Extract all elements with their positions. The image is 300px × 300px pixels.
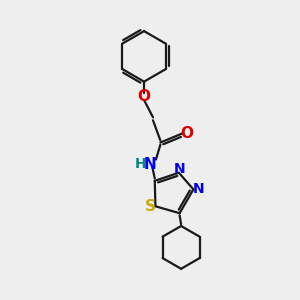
Text: N: N — [174, 162, 185, 176]
Text: N: N — [193, 182, 205, 197]
Text: S: S — [145, 200, 156, 214]
Text: O: O — [180, 126, 193, 141]
Text: H: H — [135, 157, 146, 171]
Text: O: O — [138, 89, 151, 104]
Text: N: N — [144, 158, 156, 172]
